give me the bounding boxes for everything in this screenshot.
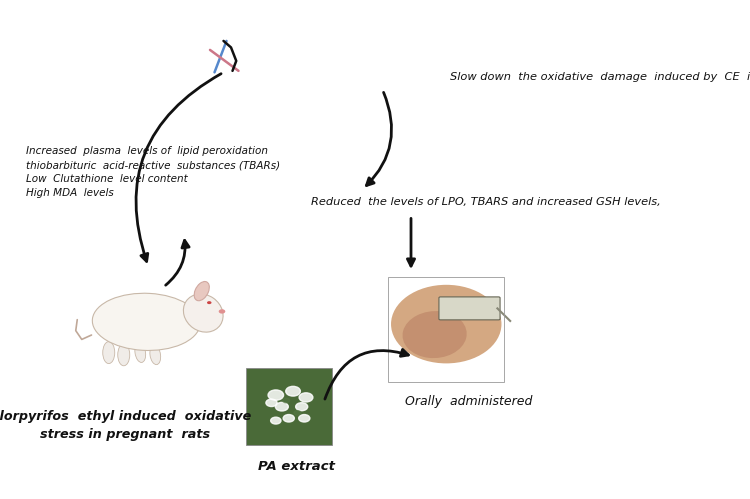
FancyBboxPatch shape [439,297,500,320]
Circle shape [298,415,310,422]
Text: Reduced  the levels of LPO, TBARS and increased GSH levels,: Reduced the levels of LPO, TBARS and inc… [311,197,661,207]
Circle shape [284,415,294,422]
Text: Orally  administered: Orally administered [405,395,532,408]
Circle shape [219,309,225,314]
FancyBboxPatch shape [246,368,332,446]
Text: PA extract: PA extract [258,460,334,473]
Ellipse shape [184,294,223,332]
Ellipse shape [403,311,466,358]
Circle shape [275,402,288,411]
Text: Increased  plasma  levels of  lipid peroxidation
thiobarbituric  acid-reactive  : Increased plasma levels of lipid peroxid… [26,146,280,198]
Circle shape [299,393,313,402]
Circle shape [286,386,301,396]
Circle shape [283,398,290,403]
Text: Chlorpyrifos  ethyl induced  oxidative
    stress in pregnant  rats: Chlorpyrifos ethyl induced oxidative str… [0,410,251,441]
Ellipse shape [92,293,200,350]
Ellipse shape [103,342,115,364]
Circle shape [207,301,212,304]
Circle shape [296,403,307,411]
Circle shape [294,411,301,415]
Circle shape [271,417,281,424]
Ellipse shape [135,343,146,362]
Ellipse shape [194,281,209,301]
Ellipse shape [118,344,130,366]
Ellipse shape [150,345,160,365]
Text: Slow down  the oxidative  damage  induced by  CE  in rats: Slow down the oxidative damage induced b… [450,72,750,82]
Circle shape [266,399,277,407]
Ellipse shape [391,285,502,363]
Circle shape [268,390,284,400]
